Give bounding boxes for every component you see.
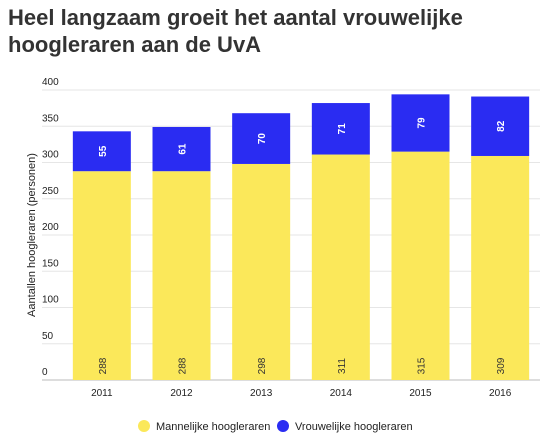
data-label-mannelijke: 315: [417, 357, 428, 374]
bar-mannelijke: [391, 151, 450, 380]
y-tick-label: 100: [42, 295, 59, 306]
legend: Mannelijke hoogleraren Vrouwelijke hoogle…: [138, 420, 413, 433]
bar-mannelijke: [72, 171, 131, 380]
x-tick-label: 2012: [170, 388, 193, 399]
bar-vrouwelijke: [311, 103, 370, 155]
legend-label: Vrouwelijke hoogleraren: [295, 421, 413, 433]
y-axis-ticks: 0 50 100 150 200 250 300 350 400: [42, 77, 59, 378]
data-label-vrouwelijke: 71: [337, 123, 348, 135]
y-tick-label: 0: [42, 367, 48, 378]
y-tick-label: 50: [42, 331, 54, 342]
data-label-vrouwelijke: 55: [98, 145, 109, 157]
bar-vrouwelijke: [471, 96, 530, 156]
x-tick-label: 2016: [489, 388, 512, 399]
data-label-mannelijke: 309: [496, 357, 507, 374]
data-label-mannelijke: 298: [257, 357, 268, 374]
bar-vrouwelijke: [391, 94, 450, 152]
bar-vrouwelijke: [72, 131, 131, 172]
data-label-vrouwelijke: 70: [257, 133, 268, 145]
x-tick-label: 2011: [91, 388, 113, 399]
data-label-vrouwelijke: 82: [496, 120, 507, 132]
y-tick-label: 350: [42, 113, 59, 124]
data-label-mannelijke: 288: [178, 357, 189, 374]
bar-vrouwelijke: [152, 126, 211, 172]
x-tick-label: 2015: [409, 388, 432, 399]
x-tick-label: 2014: [330, 388, 353, 399]
bar-vrouwelijke: [232, 113, 291, 164]
chart-title: Heel langzaam groeit het aantal vrouweli…: [8, 5, 463, 57]
legend-swatch: [138, 420, 150, 432]
x-tick-label: 2013: [250, 388, 273, 399]
legend-label: Mannelijke hoogleraren: [156, 421, 270, 433]
data-label-vrouwelijke: 61: [178, 143, 189, 155]
data-labels: 55 288 61 288 70 298 71 311 79 315 82 309: [98, 117, 507, 374]
y-tick-label: 400: [42, 77, 59, 88]
bar-mannelijke: [311, 154, 370, 380]
y-axis-title: Aantallen hoogleraren (personen): [26, 153, 38, 317]
data-label-mannelijke: 311: [337, 358, 348, 374]
y-tick-label: 200: [42, 222, 59, 233]
data-label-mannelijke: 288: [98, 357, 109, 374]
legend-swatch: [277, 420, 289, 432]
x-axis-ticks: 2011 2012 2013 2014 2015 2016: [91, 388, 512, 399]
bar-mannelijke: [232, 163, 291, 380]
y-tick-label: 300: [42, 150, 59, 161]
data-label-vrouwelijke: 79: [417, 117, 428, 129]
bars: [72, 94, 530, 380]
bar-mannelijke: [152, 171, 211, 380]
bar-mannelijke: [471, 155, 530, 380]
y-tick-label: 250: [42, 186, 59, 197]
y-tick-label: 150: [42, 258, 59, 269]
